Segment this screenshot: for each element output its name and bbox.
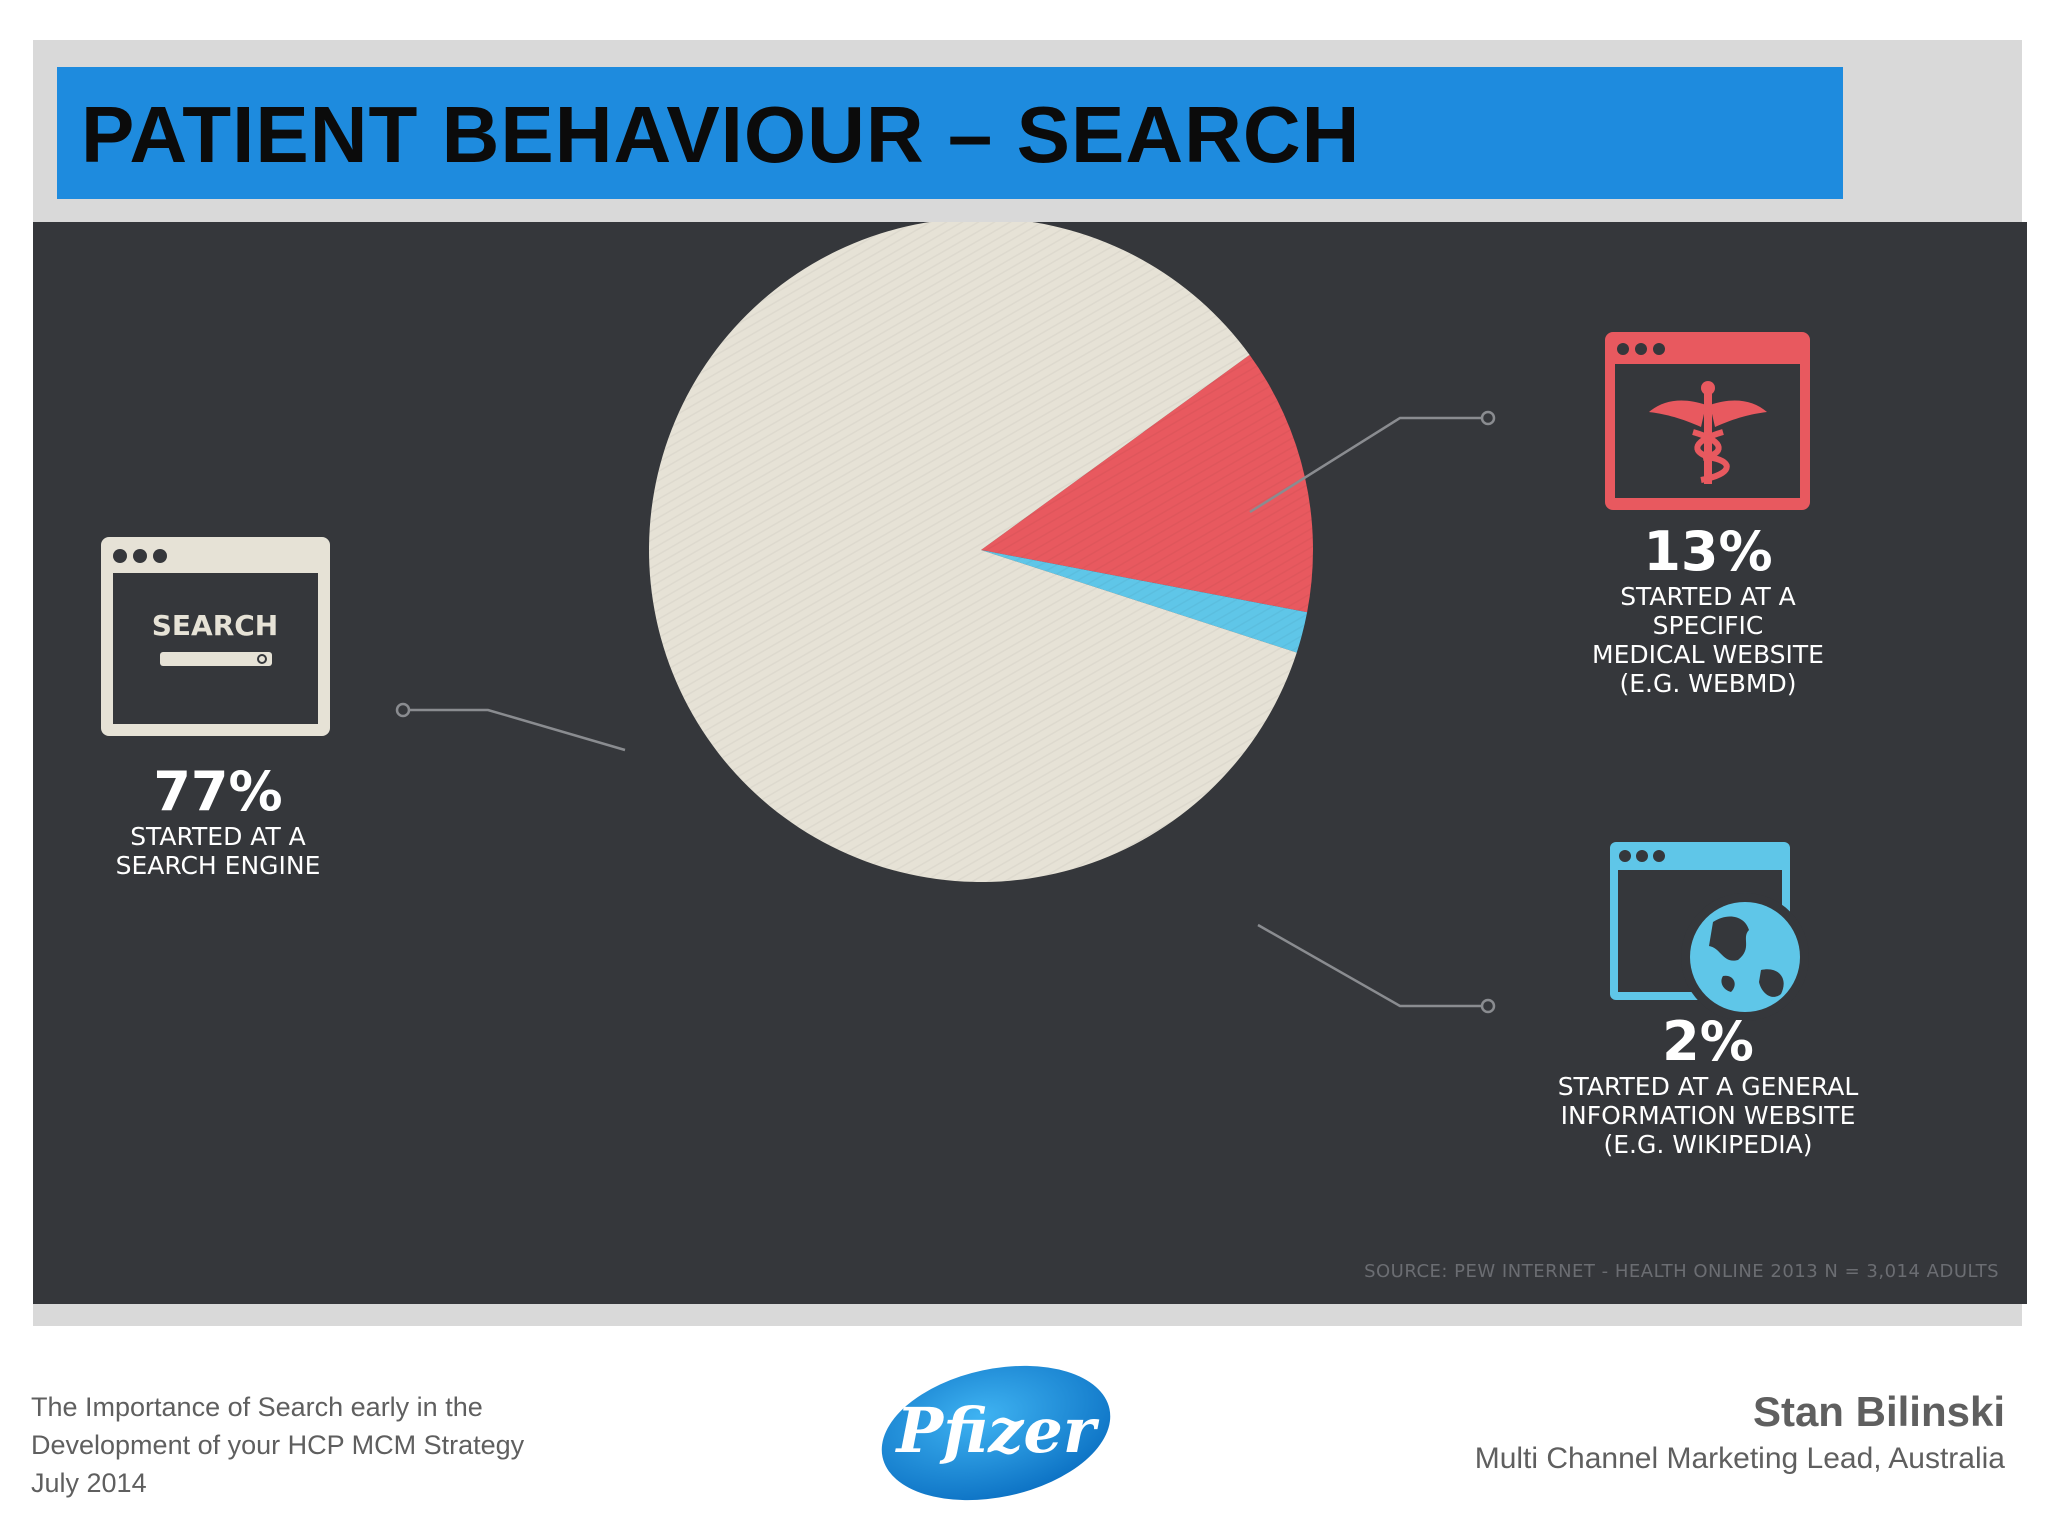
caduceus-browser-icon <box>1605 332 1810 510</box>
desc-search-engine: STARTED AT A SEARCH ENGINE <box>115 822 321 880</box>
pct-medical-site: 13% <box>1643 520 1773 583</box>
footer-presentation-info: The Importance of Search early in the De… <box>31 1388 651 1502</box>
pie-slice-medical-site-texture <box>981 354 1313 613</box>
leader-dot-general <box>1480 998 1496 1014</box>
leader-line-search <box>408 708 626 752</box>
globe-icon <box>1690 902 1800 1012</box>
label-general-site: 2% STARTED AT A GENERAL INFORMATION WEBS… <box>1553 1010 1863 1160</box>
leader-dot-search <box>395 702 411 718</box>
source-note: SOURCE: PEW INTERNET - HEALTH ONLINE 201… <box>1364 1261 1999 1282</box>
footer-line-2: Development of your HCP MCM Strategy <box>31 1430 525 1460</box>
pct-search-engine: 77% <box>153 760 283 823</box>
infographic-panel: SEARCH <box>33 222 2027 1304</box>
pie-chart: SEARCH <box>101 222 1810 1021</box>
footer-line-1: The Importance of Search early in the <box>31 1392 483 1422</box>
pfizer-logo: Pfizer <box>881 1365 1111 1501</box>
label-search-engine: 77% STARTED AT A SEARCH ENGINE <box>93 760 343 881</box>
search-browser-icon: SEARCH <box>101 537 330 736</box>
pct-general-site: 2% <box>1662 1010 1754 1073</box>
author-role: Multi Channel Marketing Lead, Australia <box>1474 1442 2005 1475</box>
label-medical-site: 13% STARTED AT A SPECIFIC MEDICAL WEBSIT… <box>1563 520 1853 699</box>
author-name: Stan Bilinski <box>1752 1388 2005 1435</box>
desc-general-site: STARTED AT A GENERAL INFORMATION WEBSITE… <box>1557 1072 1859 1159</box>
leader-line-medical <box>1249 416 1483 514</box>
pie-slice-general-site-texture <box>981 550 1308 653</box>
leader-line-general <box>1257 923 1483 1008</box>
slide-title: PATIENT BEHAVIOUR – SEARCH <box>81 90 1361 179</box>
search-icon-label: SEARCH <box>152 609 279 642</box>
footer-author: Stan Bilinski Multi Channel Marketing Le… <box>1475 1386 2005 1480</box>
globe-browser-icon <box>1610 842 1809 1021</box>
leader-dot-medical <box>1480 410 1496 426</box>
pie-slice-search-engine-texture <box>648 222 1297 882</box>
footer-date: July 2014 <box>31 1468 147 1498</box>
title-bar: PATIENT BEHAVIOUR – SEARCH <box>57 67 1843 199</box>
desc-medical-site: STARTED AT A SPECIFIC MEDICAL WEBSITE (E… <box>1592 582 1824 698</box>
svg-text:Pfizer: Pfizer <box>894 1394 1099 1467</box>
